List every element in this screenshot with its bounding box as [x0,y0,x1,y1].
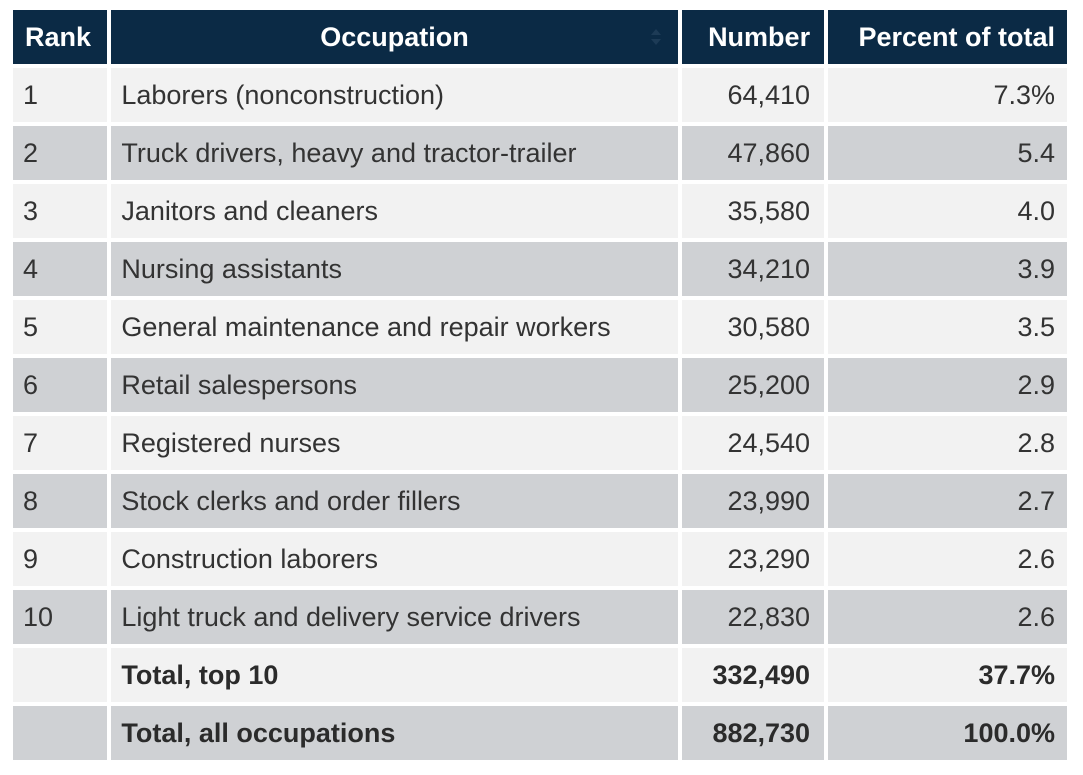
table-row: 8 Stock clerks and order fillers 23,990 … [13,474,1067,528]
table-row: 2 Truck drivers, heavy and tractor-trail… [13,126,1067,180]
percent-cell: 3.9 [828,242,1067,296]
total-percent-cell: 100.0% [828,706,1067,760]
occupation-cell: Light truck and delivery service drivers [111,590,677,644]
rank-column-header[interactable]: Rank [13,10,107,64]
table-row: 1 Laborers (nonconstruction) 64,410 7.3% [13,68,1067,122]
rank-cell: 10 [13,590,107,644]
number-cell: 34,210 [682,242,825,296]
number-cell: 24,540 [682,416,825,470]
table-row: 10 Light truck and delivery service driv… [13,590,1067,644]
percent-cell: 2.6 [828,590,1067,644]
percent-cell: 5.4 [828,126,1067,180]
occupation-column-header[interactable]: Occupation [111,10,677,64]
total-percent-cell: 37.7% [828,648,1067,702]
occupation-cell: Construction laborers [111,532,677,586]
table-row: 9 Construction laborers 23,290 2.6 [13,532,1067,586]
number-cell: 47,860 [682,126,825,180]
occupation-cell: General maintenance and repair workers [111,300,677,354]
percent-cell: 2.6 [828,532,1067,586]
percent-cell: 7.3% [828,68,1067,122]
rank-cell [13,648,107,702]
table-row: 6 Retail salespersons 25,200 2.9 [13,358,1067,412]
number-cell: 25,200 [682,358,825,412]
occupation-table: Rank Occupation Number Percent of total … [9,6,1071,764]
occupation-header-label: Occupation [320,22,469,52]
rank-cell: 2 [13,126,107,180]
percent-column-header[interactable]: Percent of total [828,10,1067,64]
table-row: 3 Janitors and cleaners 35,580 4.0 [13,184,1067,238]
number-cell: 22,830 [682,590,825,644]
rank-cell [13,706,107,760]
rank-cell: 1 [13,68,107,122]
occupation-cell: Nursing assistants [111,242,677,296]
occupation-cell: Retail salespersons [111,358,677,412]
occupation-cell: Stock clerks and order fillers [111,474,677,528]
percent-cell: 2.9 [828,358,1067,412]
total-number-cell: 882,730 [682,706,825,760]
total-top-10-row: Total, top 10 332,490 37.7% [13,648,1067,702]
number-column-header[interactable]: Number [682,10,825,64]
rank-cell: 8 [13,474,107,528]
number-cell: 23,990 [682,474,825,528]
total-label-cell: Total, all occupations [111,706,677,760]
table-row: 7 Registered nurses 24,540 2.8 [13,416,1067,470]
rank-cell: 9 [13,532,107,586]
rank-cell: 7 [13,416,107,470]
rank-cell: 4 [13,242,107,296]
occupation-cell: Truck drivers, heavy and tractor-trailer [111,126,677,180]
percent-cell: 4.0 [828,184,1067,238]
rank-cell: 3 [13,184,107,238]
percent-cell: 3.5 [828,300,1067,354]
total-label-cell: Total, top 10 [111,648,677,702]
rank-cell: 6 [13,358,107,412]
sort-icon[interactable] [650,29,662,45]
table-row: 5 General maintenance and repair workers… [13,300,1067,354]
occupation-cell: Laborers (nonconstruction) [111,68,677,122]
occupation-table-container: Rank Occupation Number Percent of total … [13,10,1067,760]
number-cell: 23,290 [682,532,825,586]
number-cell: 64,410 [682,68,825,122]
percent-cell: 2.7 [828,474,1067,528]
table-row: 4 Nursing assistants 34,210 3.9 [13,242,1067,296]
total-number-cell: 332,490 [682,648,825,702]
number-cell: 35,580 [682,184,825,238]
percent-cell: 2.8 [828,416,1067,470]
rank-cell: 5 [13,300,107,354]
occupation-cell: Registered nurses [111,416,677,470]
occupation-cell: Janitors and cleaners [111,184,677,238]
number-cell: 30,580 [682,300,825,354]
table-header-row: Rank Occupation Number Percent of total [13,10,1067,64]
total-all-occupations-row: Total, all occupations 882,730 100.0% [13,706,1067,760]
